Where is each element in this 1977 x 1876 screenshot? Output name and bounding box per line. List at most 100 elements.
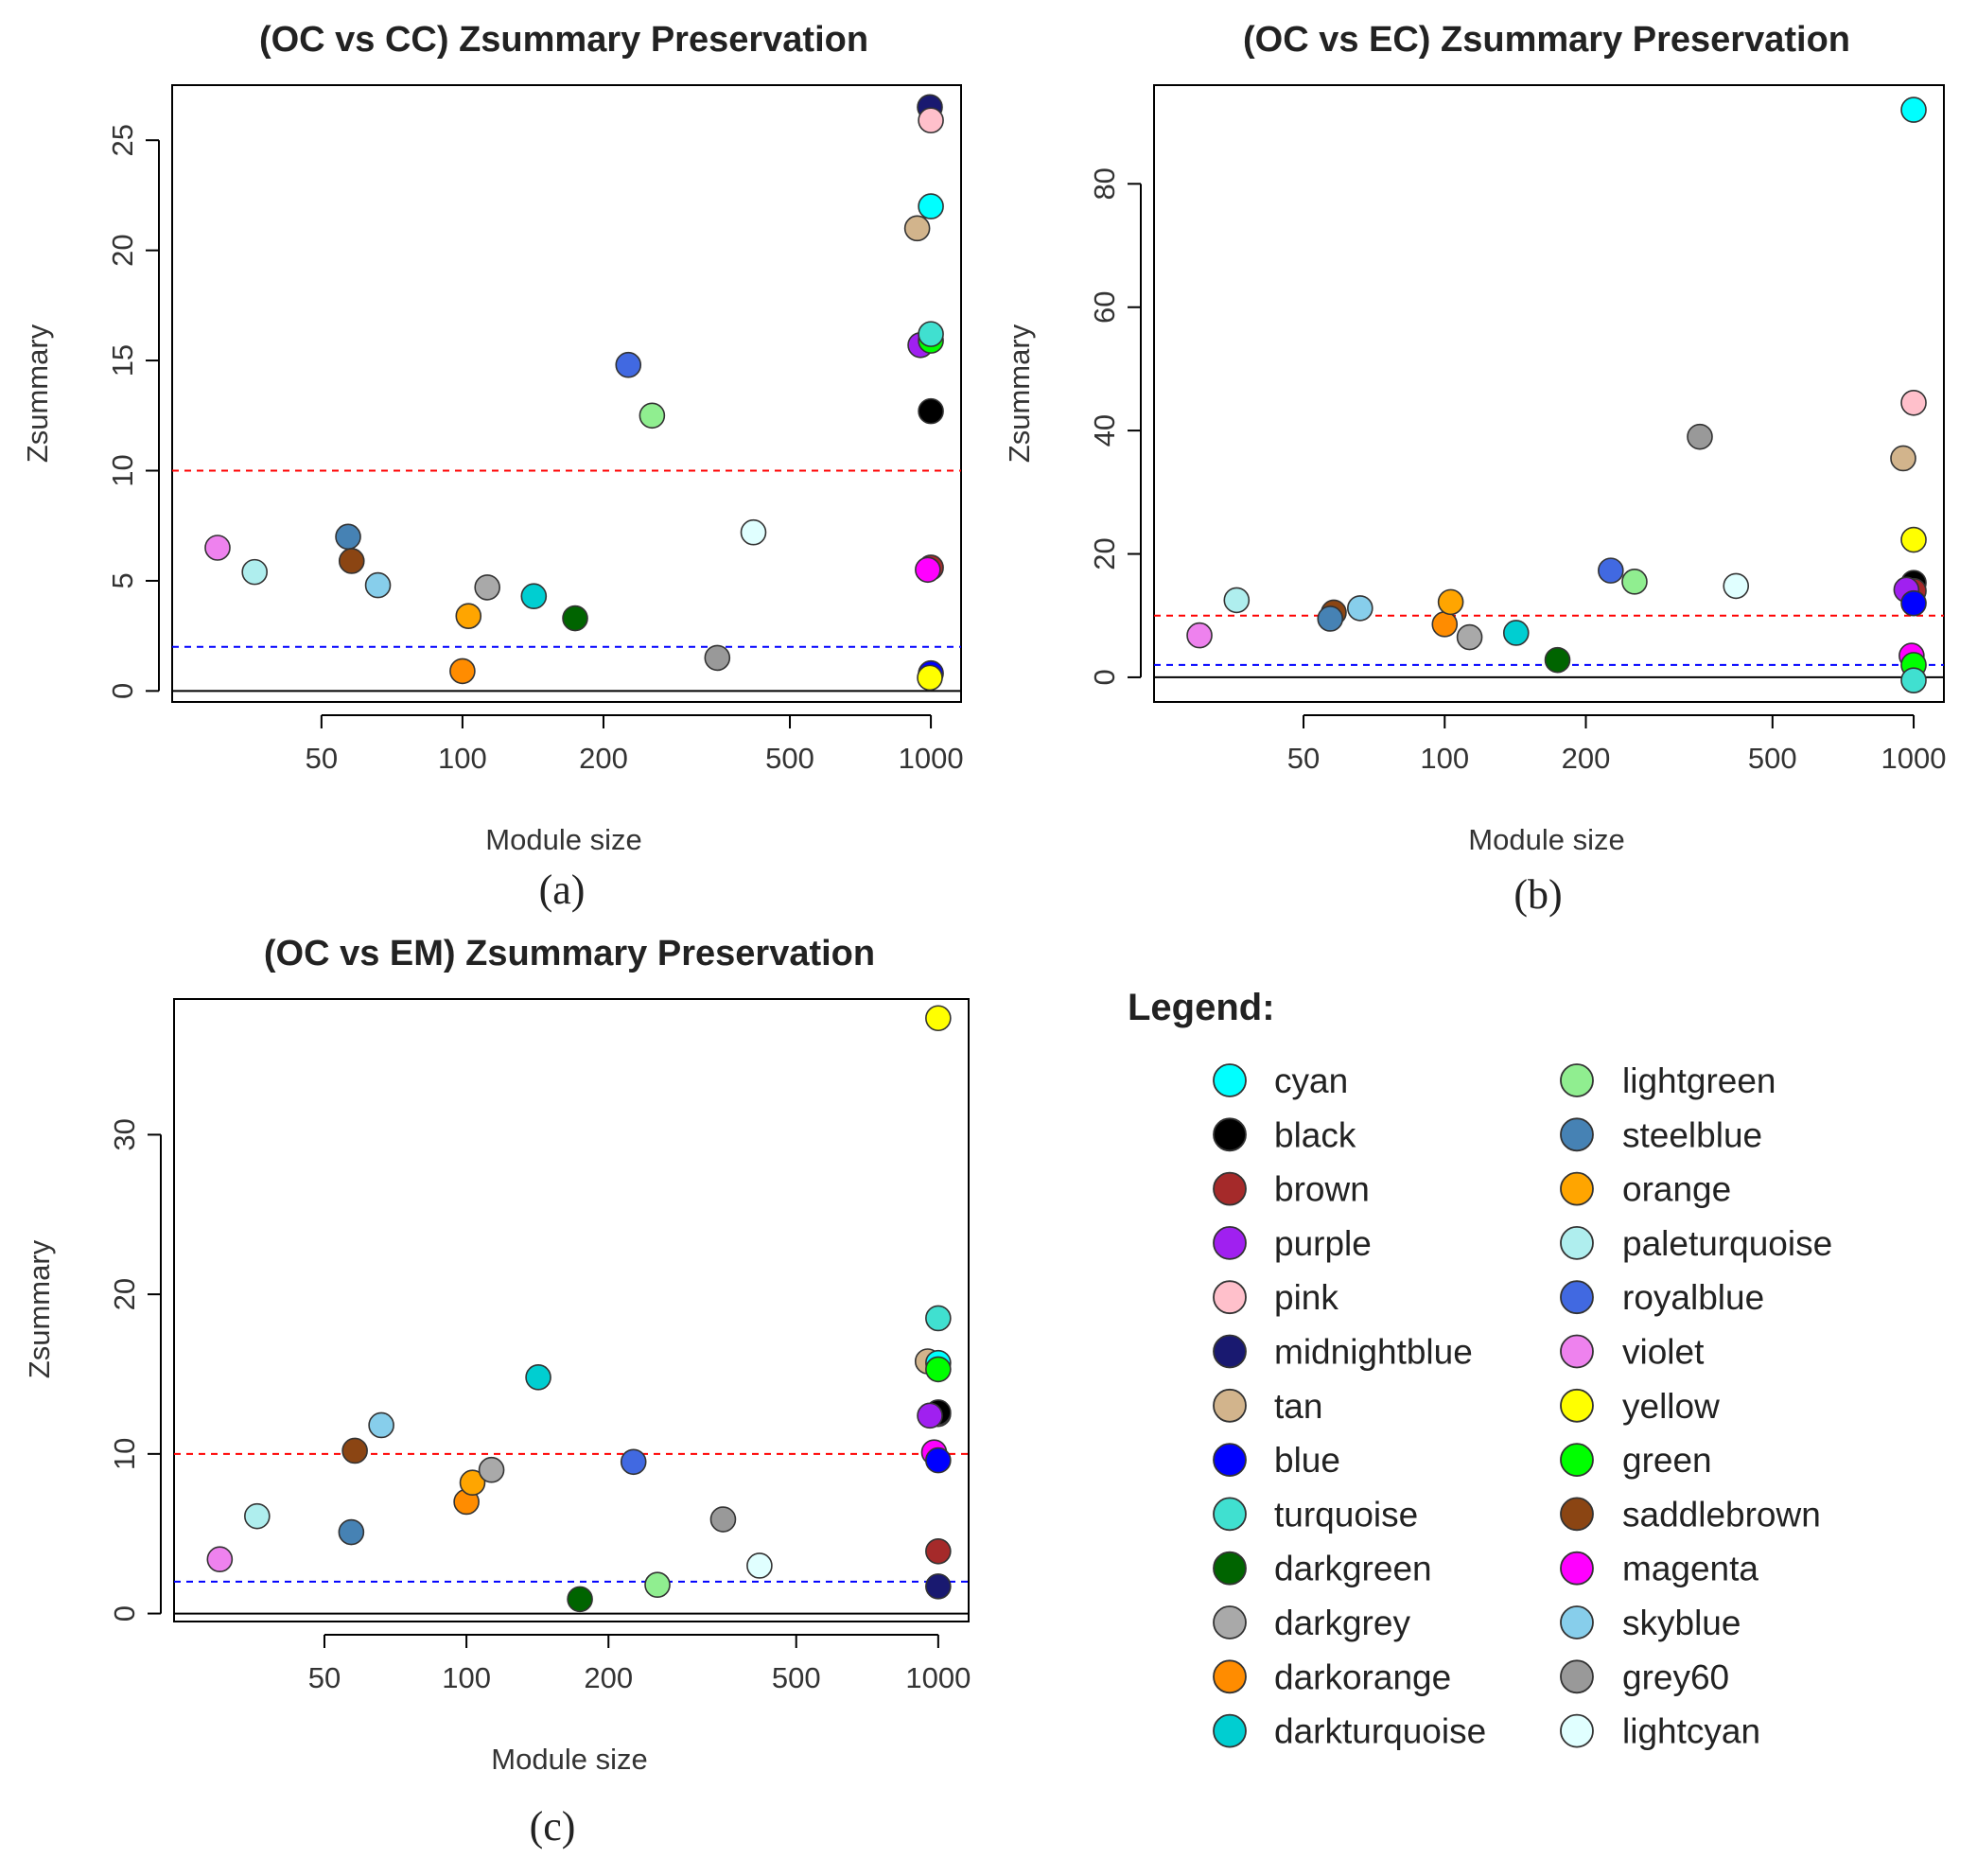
- x-tick-label: 100: [438, 742, 487, 775]
- legend-swatch-tan: [1213, 1388, 1247, 1423]
- point-pink: [1900, 389, 1927, 416]
- x-tick-label: 500: [765, 742, 814, 775]
- legend-swatch-pink: [1213, 1280, 1247, 1315]
- point-paleturquoise: [1223, 587, 1251, 614]
- point-skyblue: [1347, 595, 1373, 622]
- point-skyblue: [368, 1411, 394, 1439]
- point-darkturquoise: [520, 583, 548, 610]
- point-magenta: [915, 556, 941, 584]
- point-yellow: [1900, 526, 1927, 553]
- legend-swatch-brown: [1213, 1171, 1247, 1206]
- x-tick-label: 500: [1748, 742, 1797, 775]
- point-orange: [1437, 588, 1464, 616]
- plot-frame: [173, 998, 970, 1622]
- x-tick-label: 100: [1420, 742, 1469, 775]
- point-cyan: [1900, 96, 1927, 123]
- legend-label: orange: [1622, 1170, 1731, 1209]
- point-paleturquoise: [241, 558, 268, 586]
- point-pink: [918, 107, 944, 134]
- x-tick-label: 200: [1562, 742, 1611, 775]
- legend-label: purple: [1274, 1224, 1372, 1263]
- legend-label: midnightblue: [1274, 1333, 1473, 1372]
- legend-label: violet: [1622, 1333, 1705, 1372]
- y-tick-label: 10: [108, 1438, 141, 1470]
- x-tick-label: 50: [306, 742, 338, 775]
- legend-title: Legend:: [1128, 987, 1275, 1028]
- chart-title: (OC vs EM) Zsummary Preservation: [264, 934, 875, 973]
- legend-label: darkgreen: [1274, 1550, 1432, 1588]
- point-lightgreen: [639, 402, 666, 430]
- point-orange: [455, 603, 482, 629]
- legend-label: lightcyan: [1622, 1712, 1760, 1751]
- y-tick-label: 0: [108, 1605, 141, 1622]
- point-violet: [1186, 622, 1213, 649]
- point-saddlebrown: [341, 1437, 368, 1464]
- point-royalblue: [620, 1448, 647, 1476]
- point-lightcyan: [1723, 572, 1750, 600]
- legend-swatch-cyan: [1213, 1063, 1247, 1097]
- legend-label: saddlebrown: [1622, 1495, 1821, 1534]
- chart-title: (OC vs EC) Zsummary Preservation: [1243, 20, 1850, 60]
- legend-label: royalblue: [1622, 1278, 1764, 1317]
- y-tick-label: 15: [106, 344, 139, 377]
- legend-swatch-skyblue: [1560, 1605, 1594, 1639]
- legend-swatch-yellow: [1560, 1388, 1594, 1423]
- legend-swatch-blue: [1213, 1443, 1247, 1477]
- point-darkgrey: [478, 1456, 505, 1483]
- point-darkgrey: [474, 574, 500, 601]
- point-blue: [1900, 589, 1927, 617]
- point-darkgreen: [562, 605, 588, 632]
- x-tick-label: 50: [308, 1661, 341, 1694]
- y-tick-label: 80: [1088, 167, 1121, 200]
- point-lightcyan: [746, 1552, 773, 1579]
- legend-label: yellow: [1622, 1387, 1720, 1426]
- point-lightcyan: [740, 518, 767, 546]
- x-tick-label: 100: [442, 1661, 491, 1694]
- point-violet: [206, 1546, 234, 1572]
- point-cyan: [918, 193, 944, 219]
- point-turquoise: [918, 321, 944, 347]
- point-darkorange: [1431, 611, 1459, 638]
- legend-label: turquoise: [1274, 1495, 1418, 1534]
- point-lightgreen: [644, 1571, 671, 1598]
- point-midnightblue: [925, 1573, 952, 1600]
- y-axis-label: Zsummary: [1003, 324, 1036, 463]
- legend-swatch-green: [1560, 1443, 1594, 1477]
- legend-label: darkgrey: [1274, 1604, 1410, 1642]
- point-tan: [1890, 445, 1916, 472]
- legend-swatch-darkgreen: [1213, 1551, 1247, 1586]
- legend-label: pink: [1274, 1278, 1338, 1317]
- point-saddlebrown: [338, 548, 365, 574]
- x-tick-label: 1000: [1881, 742, 1947, 775]
- x-tick-label: 500: [772, 1661, 821, 1694]
- y-tick-label: 10: [106, 454, 139, 486]
- legend-swatch-darkorange: [1213, 1659, 1247, 1694]
- point-darkgreen: [1544, 646, 1571, 674]
- point-grey60: [1687, 423, 1713, 450]
- point-darkgrey: [1456, 623, 1483, 651]
- point-turquoise: [925, 1305, 952, 1332]
- legend-swatch-black: [1213, 1117, 1247, 1152]
- legend-swatch-turquoise: [1213, 1497, 1247, 1532]
- legend-label: grey60: [1622, 1657, 1729, 1696]
- y-tick-label: 5: [106, 572, 139, 588]
- chart-title: (OC vs CC) Zsummary Preservation: [259, 20, 868, 60]
- point-yellow: [925, 1005, 952, 1032]
- legend-swatch-paleturquoise: [1560, 1226, 1594, 1260]
- legend-swatch-midnightblue: [1213, 1334, 1247, 1369]
- x-axis-label: Module size: [1468, 823, 1624, 856]
- y-tick-label: 20: [106, 234, 139, 266]
- chart-panel-a: (OC vs CC) Zsummary Preservation Zsummar…: [21, 20, 964, 913]
- x-tick-label: 200: [584, 1661, 633, 1694]
- legend-swatch-grey60: [1560, 1659, 1594, 1694]
- legend-swatch-violet: [1560, 1334, 1594, 1369]
- point-grey60: [709, 1506, 737, 1533]
- point-blue: [925, 1446, 952, 1474]
- legend-label: black: [1274, 1115, 1356, 1154]
- y-tick-label: 25: [106, 124, 139, 156]
- point-turquoise: [1900, 667, 1927, 693]
- legend-swatch-orange: [1560, 1171, 1594, 1206]
- legend-label: lightgreen: [1622, 1061, 1776, 1100]
- point-royalblue: [1598, 557, 1624, 584]
- y-tick-label: 60: [1088, 290, 1121, 323]
